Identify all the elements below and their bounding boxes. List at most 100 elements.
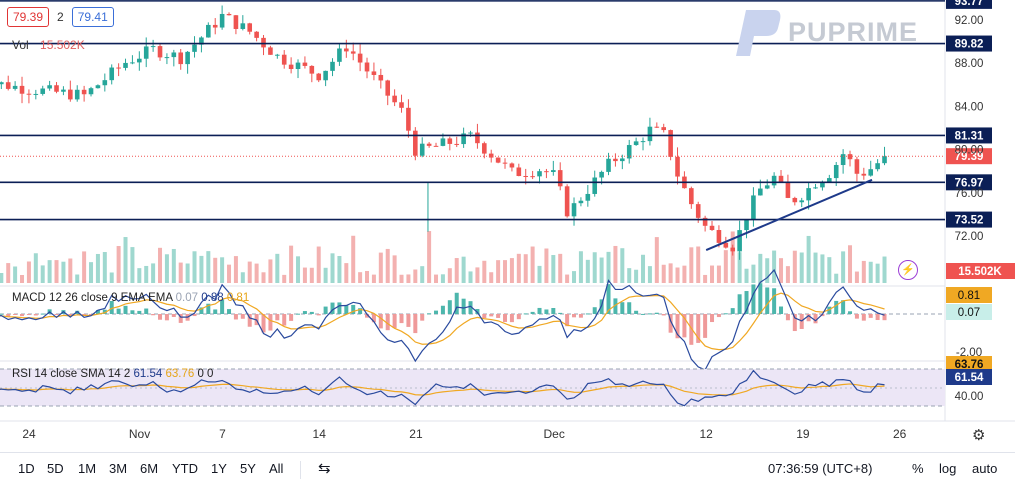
candle-body — [288, 64, 294, 70]
tf-6m[interactable]: 6M — [140, 461, 159, 476]
percent-toggle[interactable]: % — [912, 461, 924, 476]
macd-histogram-bar — [75, 310, 80, 314]
macd-histogram-bar — [434, 310, 439, 314]
rsi-sma-value: 63.76 — [165, 368, 195, 380]
volume-bar — [509, 258, 514, 283]
bid-price[interactable]: 79.39 — [7, 7, 50, 27]
candle-body — [309, 65, 315, 74]
tf-5y[interactable]: 5Y — [240, 461, 256, 476]
lightning-icon[interactable]: ⚡ — [898, 260, 918, 280]
macd-histogram-bar — [875, 314, 880, 321]
volume-bar — [199, 255, 204, 283]
candle-body — [661, 127, 667, 131]
candle-body — [737, 230, 742, 252]
candle-body — [364, 62, 370, 72]
settings-gear-icon[interactable]: ⚙ — [972, 427, 986, 444]
volume-bar — [813, 252, 818, 283]
tf-5d[interactable]: 5D — [47, 461, 64, 476]
date-range-icon[interactable]: ⇆ — [318, 460, 331, 477]
candle-body — [488, 153, 494, 158]
volume-bar — [47, 260, 52, 283]
volume-bar — [792, 250, 797, 283]
volume-bar — [730, 231, 735, 283]
macd-histogram-bar — [744, 291, 749, 314]
volume-bar — [599, 257, 604, 283]
macd-histogram-bar — [751, 284, 756, 314]
candle-body — [357, 53, 363, 63]
volume-bar — [89, 262, 94, 283]
macd-axis-tag — [946, 304, 992, 320]
volume-bar — [468, 271, 473, 283]
volume-bar — [647, 266, 652, 283]
volume-bar — [289, 245, 294, 283]
macd-pane: 0.810.07-2.00 — [0, 268, 992, 371]
candle-body — [785, 181, 791, 198]
macd-histogram-bar — [530, 311, 535, 314]
candle-body — [599, 171, 604, 178]
volume-bar — [371, 274, 376, 283]
macd-histogram-bar — [440, 305, 445, 314]
volume-bar — [323, 267, 328, 283]
volume-bar — [392, 255, 397, 283]
candle-body — [633, 141, 639, 146]
macd-histogram-bar — [192, 314, 197, 317]
tf-3m[interactable]: 3M — [109, 461, 128, 476]
volume-bar — [351, 235, 356, 283]
auto-toggle[interactable]: auto — [972, 461, 998, 476]
macd-histogram-bar — [365, 314, 370, 318]
volume-bar — [137, 268, 142, 283]
volume-bar — [13, 266, 18, 283]
ask-price[interactable]: 79.41 — [71, 7, 114, 27]
macd-histogram-bar — [737, 294, 742, 314]
tf-all[interactable]: All — [269, 461, 284, 476]
macd-histogram-bar — [868, 314, 873, 318]
macd-histogram-bar — [413, 314, 418, 334]
tf-1d[interactable]: 1D — [18, 461, 35, 476]
macd-histogram-bar — [523, 313, 528, 315]
candle-body — [882, 156, 887, 164]
macd-histogram-bar — [496, 314, 501, 318]
candle-body — [109, 67, 115, 81]
volume-bar — [213, 257, 218, 283]
volume-bar — [309, 267, 314, 283]
candle-body — [102, 80, 108, 86]
tf-1y[interactable]: 1Y — [211, 461, 227, 476]
candle-body — [813, 187, 818, 189]
candle-body — [47, 85, 52, 89]
clock-time[interactable]: 07:36:59 (UTC+8) — [768, 461, 873, 476]
quantity[interactable]: 2 — [57, 10, 64, 24]
volume-bar — [123, 237, 128, 283]
macd-histogram-bar — [585, 313, 590, 315]
volume-bar — [606, 251, 611, 283]
candle-body — [206, 24, 211, 38]
logo-text: PUPRIME — [788, 16, 919, 47]
candle-body — [827, 178, 832, 182]
tf-ytd[interactable]: YTD — [172, 461, 198, 476]
macd-histogram-bar — [882, 314, 887, 321]
volume-bar — [385, 248, 390, 283]
candle-body — [219, 13, 225, 28]
candle-body — [613, 158, 618, 162]
macd-histogram-bar — [468, 301, 473, 314]
volume-bar — [254, 263, 259, 283]
macd-histogram-bar — [302, 311, 307, 314]
volume-bar — [164, 254, 169, 283]
price-chart[interactable]: 93.77 89.82 81.31 76.97 73.52 79.39 15.502K 0.… — [0, 0, 1015, 452]
rsi-extra-2: 0 — [207, 368, 214, 380]
volume-bar — [20, 274, 25, 283]
rsi-axis-value: 63.76 — [955, 359, 984, 371]
macd-histogram-bar — [233, 314, 238, 320]
macd-histogram-bar — [772, 288, 777, 314]
candle-body — [758, 188, 763, 196]
volume-bar — [26, 261, 31, 283]
candle-body — [606, 158, 611, 172]
rsi-axis-value: 61.54 — [955, 372, 984, 384]
macd-histogram-bar — [696, 314, 701, 343]
macd-histogram-bar — [102, 309, 107, 314]
level-value: 76.97 — [955, 177, 984, 189]
tf-1m[interactable]: 1M — [78, 461, 97, 476]
candle-body — [330, 61, 335, 71]
macd-histogram-bar — [668, 314, 673, 333]
volume-bar — [447, 268, 452, 283]
log-toggle[interactable]: log — [939, 461, 957, 476]
